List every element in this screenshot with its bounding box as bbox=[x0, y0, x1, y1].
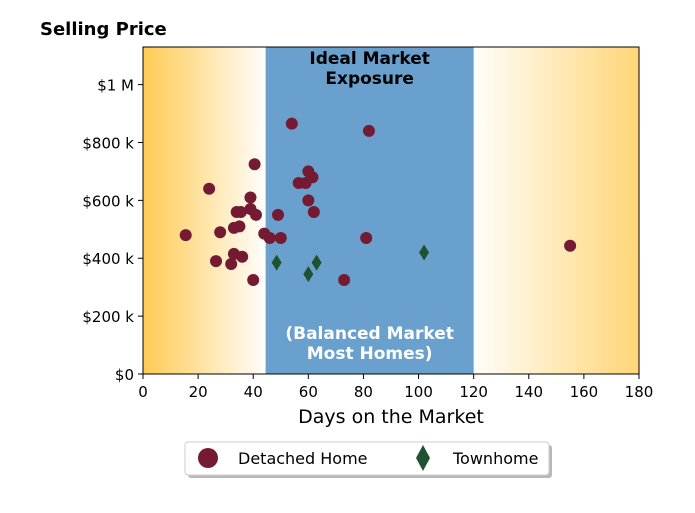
x-tick-label: 100 bbox=[404, 383, 433, 401]
legend-label-townhome: Townhome bbox=[452, 449, 538, 468]
y-tick-label: $600 k bbox=[82, 192, 134, 210]
point-detached-home bbox=[234, 205, 247, 218]
x-tick-label: 160 bbox=[570, 383, 599, 401]
point-detached-home bbox=[214, 226, 227, 239]
point-detached-home bbox=[302, 194, 315, 207]
x-tick-label: 180 bbox=[625, 383, 654, 401]
point-detached-home bbox=[225, 258, 238, 271]
point-detached-home bbox=[360, 231, 373, 244]
x-tick-label: 40 bbox=[244, 383, 263, 401]
y-tick-label: $400 k bbox=[82, 250, 134, 268]
legend-marker-townhome bbox=[416, 445, 430, 471]
region-label-top: Ideal Market bbox=[309, 49, 430, 69]
legend: Detached Home Townhome bbox=[184, 441, 552, 478]
point-townhome bbox=[419, 244, 430, 261]
point-detached-home bbox=[272, 208, 285, 221]
point-detached-home bbox=[263, 231, 276, 244]
chart-title: Selling Price bbox=[40, 19, 167, 40]
point-townhome bbox=[311, 254, 322, 271]
legend-label-detached-home: Detached Home bbox=[238, 449, 368, 468]
region-label-top: Exposure bbox=[325, 69, 414, 89]
point-detached-home bbox=[307, 205, 320, 218]
x-tick-label: 120 bbox=[459, 383, 488, 401]
point-detached-home bbox=[247, 273, 260, 286]
point-detached-home bbox=[179, 229, 192, 242]
point-detached-home bbox=[564, 239, 577, 252]
point-detached-home bbox=[285, 117, 298, 130]
y-tick-label: $200 k bbox=[82, 308, 134, 326]
x-tick-label: 140 bbox=[514, 383, 543, 401]
axes: 0 20 40 60 80 100 120 140 160 180 $0 $200 k $400 k $6… bbox=[82, 46, 654, 401]
point-detached-home bbox=[249, 208, 262, 221]
region-label-bottom: (Balanced Market bbox=[285, 324, 454, 344]
x-tick-label: 60 bbox=[299, 383, 318, 401]
ideal-region-band bbox=[265, 47, 474, 374]
point-detached-home bbox=[236, 250, 249, 263]
gradient-right bbox=[473, 47, 639, 374]
x-axis-label: Days on the Market bbox=[298, 406, 484, 428]
x-tick-label: 20 bbox=[189, 383, 208, 401]
y-tick-label: $0 bbox=[115, 366, 134, 384]
y-tick-label: $800 k bbox=[82, 134, 134, 152]
point-detached-home bbox=[203, 182, 216, 195]
x-tick-label: 80 bbox=[354, 383, 373, 401]
point-detached-home bbox=[248, 158, 261, 171]
point-detached-home bbox=[274, 231, 287, 244]
region-label-bottom: Most Homes) bbox=[307, 344, 433, 364]
point-detached-home bbox=[362, 124, 375, 137]
legend-marker-detached-home bbox=[198, 448, 218, 468]
point-detached-home bbox=[338, 273, 351, 286]
point-detached-home bbox=[306, 171, 319, 184]
point-detached-home bbox=[233, 220, 246, 233]
point-townhome bbox=[271, 254, 282, 271]
point-detached-home bbox=[210, 255, 223, 268]
point-detached-home bbox=[244, 191, 257, 204]
data-points bbox=[179, 117, 577, 286]
plot-frame bbox=[142, 46, 640, 375]
y-tick-label: $1 M bbox=[97, 77, 134, 95]
point-townhome bbox=[303, 266, 314, 283]
x-tick-label: 0 bbox=[138, 383, 148, 401]
